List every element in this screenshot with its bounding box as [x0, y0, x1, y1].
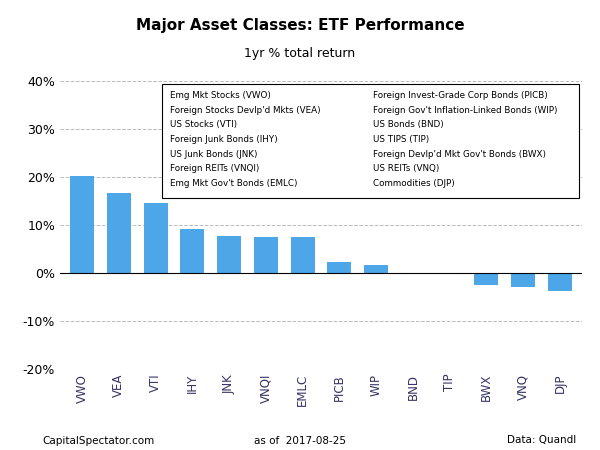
Bar — [107, 193, 131, 273]
Text: US TIPS (TIP): US TIPS (TIP) — [373, 135, 429, 144]
Text: 1yr % total return: 1yr % total return — [244, 47, 356, 60]
Bar — [70, 176, 94, 273]
Bar — [401, 273, 425, 274]
Text: Foreign Devlp'd Mkt Gov't Bonds (BWX): Foreign Devlp'd Mkt Gov't Bonds (BWX) — [373, 149, 545, 158]
Bar — [328, 262, 352, 273]
Bar — [475, 273, 499, 285]
Text: Foreign Junk Bonds (IHY): Foreign Junk Bonds (IHY) — [170, 135, 277, 144]
Bar — [438, 273, 461, 274]
Bar — [181, 229, 204, 273]
Text: US Junk Bonds (JNK): US Junk Bonds (JNK) — [170, 149, 257, 158]
Text: Commodities (DJP): Commodities (DJP) — [373, 179, 454, 188]
Text: Major Asset Classes: ETF Performance: Major Asset Classes: ETF Performance — [136, 18, 464, 33]
Text: US REITs (VNQ): US REITs (VNQ) — [373, 164, 439, 173]
Text: Foreign Invest-Grade Corp Bonds (PICB): Foreign Invest-Grade Corp Bonds (PICB) — [373, 91, 547, 100]
Bar — [290, 237, 314, 273]
Text: Data: Quandl: Data: Quandl — [507, 436, 576, 446]
Text: Emg Mkt Stocks (VWO): Emg Mkt Stocks (VWO) — [170, 91, 271, 100]
Text: US Bonds (BND): US Bonds (BND) — [373, 120, 443, 129]
Text: Foreign Stocks Devlp'd Mkts (VEA): Foreign Stocks Devlp'd Mkts (VEA) — [170, 106, 320, 115]
Text: US Stocks (VTI): US Stocks (VTI) — [170, 120, 237, 129]
Bar — [548, 273, 572, 291]
Bar — [143, 203, 167, 273]
Text: Emg Mkt Gov't Bonds (EMLC): Emg Mkt Gov't Bonds (EMLC) — [170, 179, 297, 188]
Text: CapitalSpectator.com: CapitalSpectator.com — [42, 436, 154, 446]
Text: Foreign Gov't Inflation-Linked Bonds (WIP): Foreign Gov't Inflation-Linked Bonds (WI… — [373, 106, 557, 115]
Text: Foreign REITs (VNQI): Foreign REITs (VNQI) — [170, 164, 259, 173]
Bar — [254, 237, 278, 273]
Text: as of  2017-08-25: as of 2017-08-25 — [254, 436, 346, 446]
Bar — [217, 235, 241, 273]
Bar — [364, 265, 388, 273]
FancyBboxPatch shape — [162, 84, 580, 198]
Bar — [511, 273, 535, 288]
